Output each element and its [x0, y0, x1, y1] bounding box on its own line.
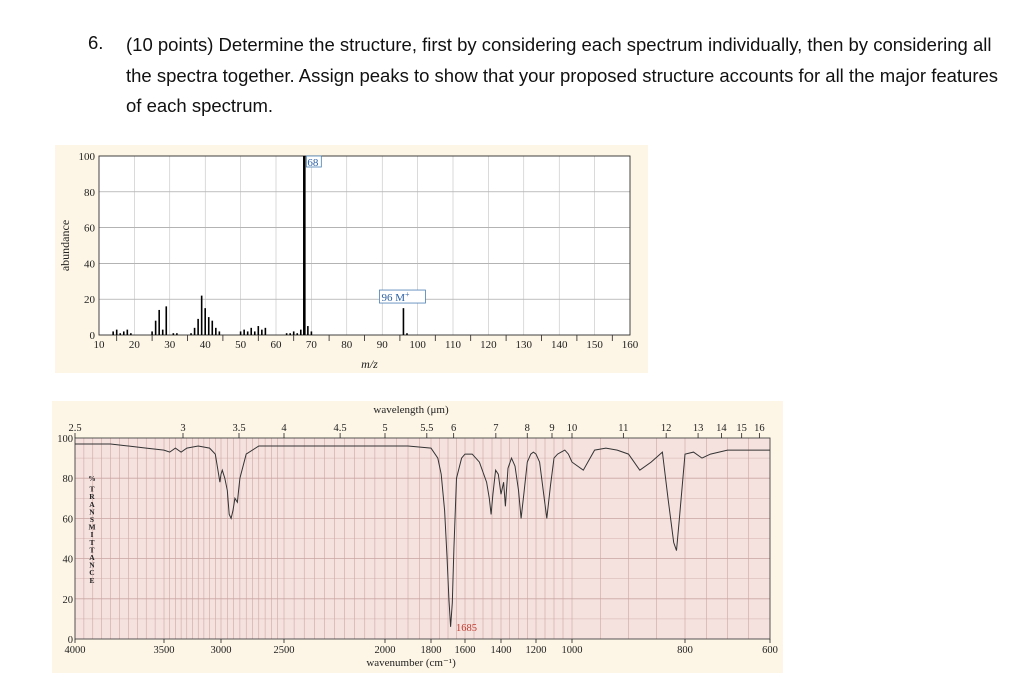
ir-ytick-label: 80: [63, 474, 74, 485]
ms-annotation-box: [305, 155, 322, 168]
ir-top-tick-label: 12: [661, 423, 672, 434]
ms-xtick-label: 110: [445, 339, 462, 351]
ms-xtick-label: 60: [271, 339, 283, 351]
ir-ylabel-char: E: [89, 576, 94, 585]
ms-xlabel: m/z: [361, 357, 378, 371]
ms-xtick-label: 150: [586, 339, 603, 351]
ir-top-tick-label: 3: [180, 423, 185, 434]
ms-annotation-label-68: 68: [307, 157, 319, 169]
ir-spectrum-panel: 0 20 40 60 80 100 4000 3500 3000 2500 2000 1800 1600…: [52, 401, 783, 673]
ir-xtick-label: 4000: [65, 645, 86, 656]
ir-top-tick-label: 8: [525, 423, 530, 434]
ir-ytick-label: 100: [57, 434, 73, 445]
ir-ylabel-char: N: [89, 507, 95, 516]
ms-annotation-box: [379, 289, 426, 304]
ir-annotation-1685: 1685: [456, 623, 477, 634]
ir-top-tick-label: 5.5: [420, 423, 433, 434]
ir-xtick-label: 600: [762, 645, 778, 656]
ir-xtick-label: 1200: [526, 645, 547, 656]
ir-top-tick-label: 14: [716, 423, 727, 434]
ir-xlabel: wavenumber (cm⁻¹): [366, 657, 456, 669]
ir-ylabel-char: M: [88, 523, 95, 532]
ir-ylabel-char: T: [89, 538, 94, 547]
ms-xtick-label: 80: [341, 339, 353, 351]
ir-top-tick-label: 4.5: [334, 423, 347, 434]
ir-xtick-label: 2500: [274, 645, 295, 656]
ms-ytick-label: 100: [79, 151, 96, 163]
ms-xtick-label: 50: [235, 339, 247, 351]
ms-xtick-label: 160: [622, 339, 639, 351]
ir-xtick-label: 3500: [154, 645, 175, 656]
ir-ytick-label: 20: [63, 595, 74, 606]
ir-ylabel-char: T: [89, 545, 94, 554]
ms-xtick-label: 120: [480, 339, 497, 351]
ir-top-tick-label: 9: [549, 423, 554, 434]
mass-spectrum-panel: 0 20 40 60 80 100 10 20 30 40 50 60 70 80 90 100 110 120 1…: [55, 145, 648, 373]
ir-top-tick-label: 5: [382, 423, 387, 434]
ir-xtick-label: 800: [677, 645, 693, 656]
ms-ytick-label: 20: [84, 294, 96, 306]
ms-plot-frame: [98, 155, 631, 336]
ir-top-tick-label: 16: [754, 423, 765, 434]
ms-plot-area: [99, 156, 630, 335]
ir-ylabel-char: T: [89, 485, 94, 494]
ms-annotation-label-96: 96 M+: [381, 290, 410, 304]
ir-spectrum-chart: 0 20 40 60 80 100 4000 3500 3000 2500 2000 1800 1600…: [57, 404, 778, 669]
ir-spectrum-line: [75, 443, 770, 627]
ir-ytick-label: 0: [68, 635, 73, 646]
ms-xtick-label: 130: [516, 339, 533, 351]
ir-top-tick-label: 6: [451, 423, 456, 434]
ir-ylabel-char: %: [88, 474, 96, 483]
ms-xtick-label: 40: [200, 339, 212, 351]
ir-top-axis-label: wavelength (μm): [373, 404, 449, 416]
ms-xtick-label: 10: [94, 339, 106, 351]
mass-spectrum-chart: 0 20 40 60 80 100 10 20 30 40 50 60 70 80 90 100 110 120 1…: [58, 151, 639, 371]
ir-ylabel-char: A: [89, 500, 95, 509]
ir-xtick-label: 2000: [375, 645, 396, 656]
ms-xtick-label: 70: [306, 339, 318, 351]
ir-top-tick-label: 7: [493, 423, 498, 434]
ir-top-tick-label: 2.5: [68, 423, 81, 434]
ir-top-tick-label: 11: [618, 423, 628, 434]
ir-top-tick-label: 3.5: [232, 423, 245, 434]
ms-ylabel: abundance: [58, 220, 72, 271]
ir-plot-frame: [74, 437, 771, 640]
ir-ylabel-char: C: [89, 568, 94, 577]
ir-xtick-label: 1800: [421, 645, 442, 656]
ir-ylabel-char: A: [89, 553, 95, 562]
ir-ylabel-char: R: [89, 492, 95, 501]
ms-xtick-label: 140: [551, 339, 568, 351]
ms-ytick-label: 0: [90, 330, 96, 342]
ir-top-tick-label: 10: [567, 423, 578, 434]
ir-ylabel-char: S: [90, 515, 94, 524]
ms-xtick-label: 100: [409, 339, 426, 351]
question-text: (10 points) Determine the structure, fir…: [126, 34, 999, 116]
ir-xtick-label: 1600: [455, 645, 476, 656]
ms-ytick-label: 80: [84, 187, 96, 199]
ms-xtick-label: 90: [377, 339, 389, 351]
ir-ylabel-char: I: [91, 530, 94, 539]
ir-xtick-label: 3000: [211, 645, 232, 656]
ir-top-tick-label: 13: [693, 423, 704, 434]
ir-xtick-label: 1400: [491, 645, 512, 656]
ir-ylabel-char: N: [89, 561, 95, 570]
ms-xtick-label: 30: [164, 339, 176, 351]
ms-ytick-label: 60: [84, 223, 96, 235]
ir-xtick-label: 1000: [562, 645, 583, 656]
ir-ytick-label: 40: [63, 555, 74, 566]
ir-top-tick-label: 15: [736, 423, 747, 434]
ms-ytick-label: 40: [84, 258, 96, 270]
question-number: 6.: [88, 32, 104, 53]
ir-ytick-label: 60: [63, 514, 74, 525]
ir-top-tick-label: 4: [281, 423, 287, 434]
ms-xtick-label: 20: [129, 339, 141, 351]
